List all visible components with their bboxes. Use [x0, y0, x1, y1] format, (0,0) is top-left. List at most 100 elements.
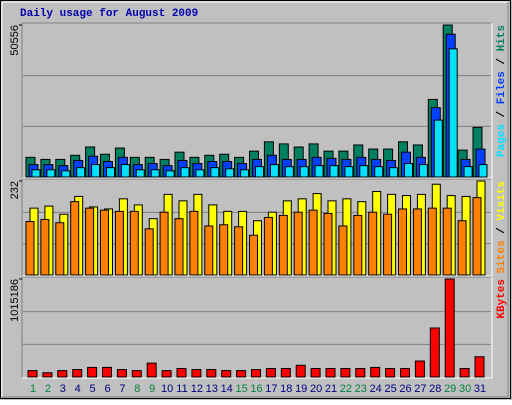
bar: [374, 166, 384, 178]
x-tick-label: 16: [250, 383, 262, 395]
bar: [310, 367, 321, 378]
y-tick-label: 232: [9, 181, 21, 199]
bar: [221, 370, 232, 378]
y-tick-label: 50556: [9, 25, 21, 56]
bar: [159, 211, 169, 276]
x-tick-label: 2: [45, 383, 51, 395]
bar: [191, 369, 202, 378]
bar: [442, 207, 452, 276]
bar: [444, 278, 455, 378]
legend: Pages / Files / Hits: [496, 25, 508, 157]
panel-bevel: [21, 22, 492, 178]
bar: [55, 222, 65, 276]
bar: [195, 169, 205, 178]
bar: [340, 367, 351, 378]
bar: [135, 169, 145, 178]
bar: [338, 225, 348, 276]
legend: KBytes: [496, 279, 508, 319]
bar: [457, 220, 467, 276]
bar: [204, 225, 214, 276]
bar: [150, 169, 160, 178]
x-tick-label: 27: [414, 383, 426, 395]
bar: [106, 167, 115, 178]
bar: [383, 213, 393, 276]
x-tick-label: 8: [134, 383, 140, 395]
legend-entry: Sites: [496, 240, 508, 273]
bar: [85, 207, 95, 276]
bar: [329, 165, 339, 178]
bar: [389, 167, 399, 178]
bar: [114, 210, 124, 276]
bar: [46, 169, 56, 178]
x-tick-label: 20: [310, 383, 322, 395]
panel-bevel: [21, 276, 492, 378]
x-tick-label: 28: [429, 383, 441, 395]
bar: [433, 119, 443, 178]
bar: [429, 327, 440, 378]
bar: [234, 226, 244, 276]
bar: [219, 224, 229, 276]
bar: [325, 367, 336, 378]
bar: [70, 201, 80, 276]
bevel: [2, 2, 509, 398]
panel-bevel: [22, 179, 493, 277]
bar: [131, 370, 142, 378]
bar: [40, 218, 50, 276]
bar: [368, 211, 378, 276]
bar: [265, 367, 276, 378]
bar: [174, 218, 184, 276]
legend: Sites / Visits: [496, 181, 508, 273]
bar: [370, 366, 381, 378]
x-tick-label: 22: [340, 383, 352, 395]
x-tick-label: 9: [149, 383, 155, 395]
panel: [22, 277, 492, 378]
bar: [57, 370, 68, 378]
bar: [225, 168, 235, 178]
bar: [100, 209, 109, 276]
bar: [255, 166, 264, 178]
bar: [308, 209, 318, 276]
x-tick-label: 18: [280, 383, 292, 395]
bar: [284, 166, 294, 178]
x-tick-label: 23: [355, 383, 367, 395]
bar: [427, 207, 437, 276]
x-tick-label: 19: [295, 383, 307, 395]
bar: [165, 170, 175, 178]
bar: [42, 372, 53, 378]
x-tick-label: 14: [221, 383, 233, 395]
legend-entry: Visits: [496, 181, 508, 221]
bar: [76, 167, 86, 178]
bar: [251, 369, 261, 378]
bar: [299, 166, 309, 178]
bar: [161, 370, 172, 378]
chart-title: Daily usage for August 2009: [20, 8, 198, 20]
bar: [295, 364, 306, 378]
legend-entry: Pages: [496, 124, 508, 157]
bar: [353, 214, 363, 276]
bar: [249, 234, 258, 276]
bar: [146, 362, 157, 378]
bar: [355, 367, 366, 378]
bar: [414, 360, 425, 378]
bar: [418, 164, 428, 178]
bar: [448, 48, 458, 178]
bar: [323, 212, 333, 276]
bar: [61, 170, 71, 178]
bar: [116, 369, 127, 378]
x-tick-label: 15: [235, 383, 247, 395]
bar: [236, 370, 247, 378]
bar: [263, 216, 273, 276]
x-tick-label: 1: [30, 383, 36, 395]
bar: [400, 367, 410, 378]
bar: [404, 163, 413, 178]
bar: [31, 169, 41, 178]
bar: [269, 164, 279, 178]
bar: [120, 164, 130, 178]
x-tick-label: 21: [325, 383, 337, 395]
x-tick-label: 29: [444, 383, 456, 395]
y-tick-label: 1015186: [9, 279, 21, 322]
bar: [206, 369, 217, 378]
bar: [459, 367, 470, 378]
bar: [176, 367, 187, 378]
